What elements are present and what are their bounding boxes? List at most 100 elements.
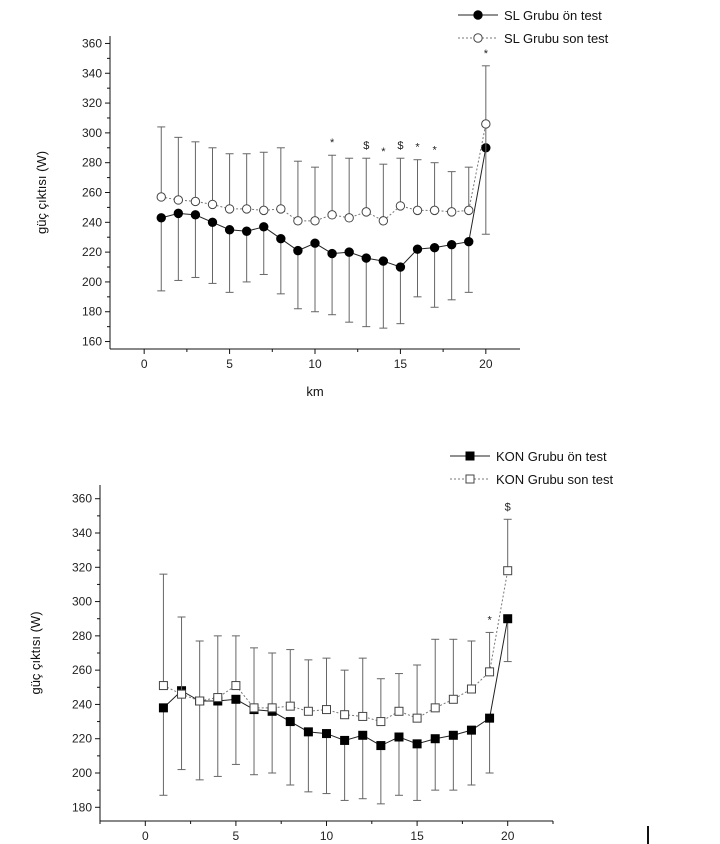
- data-point: [207, 217, 218, 228]
- data-point: [376, 717, 386, 727]
- y-tick-label: 280: [82, 156, 102, 170]
- data-point: [446, 239, 457, 250]
- data-point: [340, 710, 350, 720]
- y-tick-label: 360: [72, 492, 92, 506]
- x-tick-label: 20: [501, 829, 515, 843]
- y-tick-label: 340: [72, 526, 92, 540]
- data-point: [344, 213, 354, 223]
- data-point: [327, 210, 337, 220]
- significance-marker: *: [415, 142, 420, 154]
- significance-marker: $: [363, 140, 369, 152]
- data-point: [485, 667, 495, 677]
- data-point: [249, 703, 259, 713]
- y-tick-label: 200: [72, 766, 92, 780]
- data-point: [158, 703, 168, 713]
- significance-marker: *: [330, 137, 335, 149]
- stray-mark: [647, 826, 649, 844]
- x-tick-label: 15: [394, 357, 408, 371]
- data-point: [158, 681, 168, 691]
- series-line: [163, 618, 509, 747]
- y-tick-label: 360: [82, 36, 102, 50]
- data-point: [395, 262, 406, 272]
- significance-marker: *: [381, 146, 386, 158]
- legend-marker: [473, 33, 483, 43]
- y-tick-label: 320: [82, 96, 102, 110]
- data-point: [464, 205, 474, 216]
- data-point: [395, 201, 406, 211]
- significance-marker: *: [432, 145, 437, 157]
- y-tick-label: 320: [72, 560, 92, 574]
- y-tick-label: 260: [72, 663, 92, 677]
- data-point: [412, 244, 423, 254]
- data-point: [378, 256, 389, 266]
- data-point: [276, 234, 286, 244]
- legend-marker: [473, 10, 483, 20]
- data-point: [156, 213, 166, 223]
- data-point: [361, 253, 371, 263]
- sl-group-chart: 160 180 200 220 240 260 280 300 320 340 360 0 5 10 15 2…: [34, 8, 609, 399]
- data-point: [293, 216, 303, 226]
- x-axis-title: km: [306, 384, 323, 399]
- data-point: [310, 216, 320, 226]
- y-tick-label: 300: [82, 126, 102, 140]
- data-point: [466, 725, 476, 735]
- x-tick-label: 10: [320, 829, 334, 843]
- legend-label: SL Grubu son test: [504, 31, 609, 46]
- data-point: [503, 614, 513, 624]
- data-point: [285, 717, 295, 727]
- data-point: [340, 735, 350, 745]
- data-point: [213, 693, 223, 703]
- data-point: [276, 204, 286, 214]
- y-axis-title: güç çıktısı (W): [28, 611, 43, 694]
- data-point: [224, 225, 235, 235]
- y-tick-label: 220: [82, 245, 102, 259]
- data-point: [361, 207, 371, 217]
- y-axis-title: güç çıktısı (W): [34, 151, 49, 234]
- y-tick-label: 240: [72, 697, 92, 711]
- data-point: [448, 694, 458, 704]
- y-tick-label: 340: [82, 66, 102, 80]
- data-point: [207, 199, 218, 210]
- data-point: [358, 730, 368, 740]
- data-point: [259, 222, 269, 232]
- data-point: [231, 681, 241, 691]
- legend-marker: [465, 451, 475, 461]
- data-point: [156, 192, 166, 202]
- x-tick-label: 0: [142, 829, 149, 843]
- data-point: [259, 205, 269, 216]
- data-point: [430, 734, 440, 744]
- x-tick-label: 20: [479, 357, 493, 371]
- significance-marker: $: [505, 501, 511, 513]
- legend-label: KON Grubu ön test: [496, 449, 607, 464]
- data-point: [466, 684, 476, 694]
- kon-group-chart: 180 200 220 240 260 280 300 320 340 360 0 5 10 15 20 gü…: [28, 449, 613, 843]
- data-point: [293, 245, 303, 256]
- y-tick-label: 220: [72, 732, 92, 746]
- data-point: [190, 210, 201, 220]
- data-point: [303, 727, 313, 737]
- y-tick-label: 300: [72, 595, 92, 609]
- significance-marker: *: [484, 48, 489, 60]
- data-point: [430, 703, 440, 713]
- data-point: [344, 247, 354, 257]
- data-point: [376, 741, 386, 751]
- y-tick-label: 280: [72, 629, 92, 643]
- data-point: [412, 205, 423, 216]
- data-point: [224, 204, 235, 214]
- significance-marker: $: [397, 140, 403, 152]
- data-point: [429, 205, 440, 216]
- data-point: [310, 238, 320, 248]
- data-point: [173, 195, 184, 205]
- y-tick-label: 240: [82, 215, 102, 229]
- data-point: [190, 196, 201, 207]
- data-point: [241, 226, 252, 236]
- data-point: [267, 703, 277, 713]
- y-tick-label: 160: [82, 335, 102, 349]
- y-tick-label: 180: [82, 305, 102, 319]
- x-tick-label: 15: [410, 829, 424, 843]
- data-point: [303, 706, 313, 716]
- data-point: [485, 713, 495, 723]
- x-tick-label: 5: [226, 357, 233, 371]
- data-point: [177, 689, 187, 699]
- data-point: [481, 119, 491, 129]
